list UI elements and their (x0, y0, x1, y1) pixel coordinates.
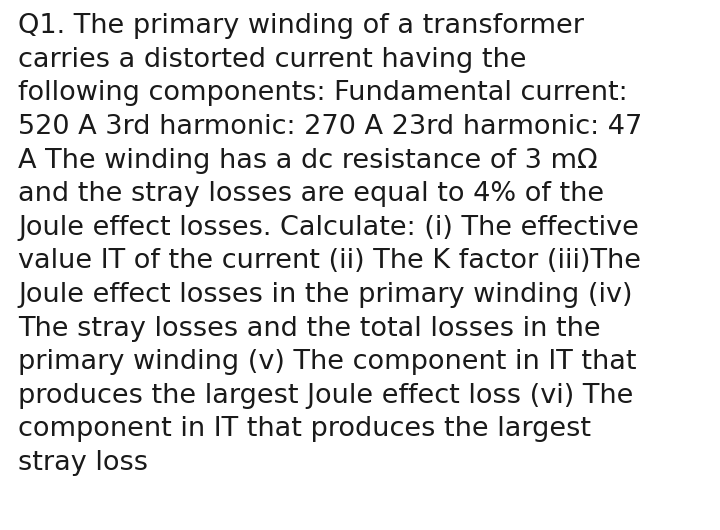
Text: Q1. The primary winding of a transformer
carries a distorted current having the
: Q1. The primary winding of a transformer… (18, 13, 642, 476)
